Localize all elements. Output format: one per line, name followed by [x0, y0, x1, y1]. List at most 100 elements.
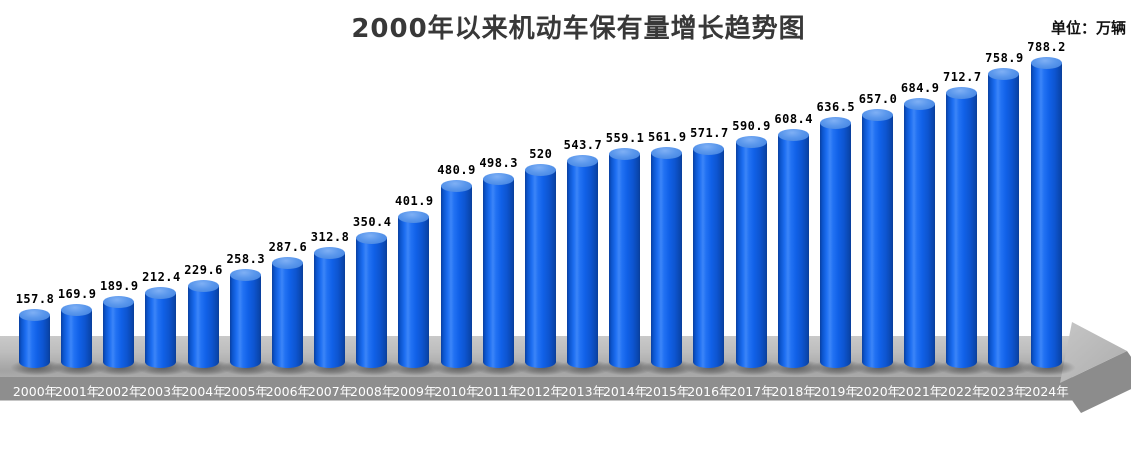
bar-2015 [651, 153, 683, 368]
value-label-2003: 212.4 [142, 270, 181, 284]
value-label-2021: 684.9 [900, 81, 940, 95]
x-tick-label-2021: 2021年 [897, 384, 943, 399]
x-tick-label-2012: 2012年 [518, 384, 563, 399]
bar-top-ellipse [819, 117, 851, 129]
bar-top-ellipse [904, 98, 936, 110]
bar-top-ellipse [777, 129, 809, 141]
bar-2007 [314, 253, 346, 368]
bar-top-ellipse [482, 173, 514, 185]
x-tick-label-2019: 2019年 [813, 384, 858, 399]
bar-top-ellipse [398, 211, 430, 223]
x-tick-label-2016: 2016年 [687, 384, 732, 399]
x-tick-label-2006: 2006年 [265, 384, 311, 399]
x-tick-label-2018: 2018年 [771, 384, 816, 399]
value-label-2009: 401.9 [395, 194, 434, 208]
value-label-2007: 312.8 [310, 230, 350, 244]
x-tick-label-2017: 2017年 [729, 384, 774, 399]
value-label-2013: 543.7 [563, 138, 603, 152]
bar-2008 [356, 238, 388, 368]
bar-top-ellipse [946, 87, 978, 99]
value-label-2002: 189.9 [99, 279, 139, 293]
value-label-2023: 758.9 [985, 51, 1024, 65]
bar-top-ellipse [187, 280, 219, 292]
value-label-2015: 561.9 [647, 130, 687, 144]
bar-top-ellipse [61, 304, 93, 316]
bar-2024 [1030, 63, 1062, 368]
bar-top-ellipse [566, 155, 598, 167]
x-tick-label-2008: 2008年 [350, 384, 395, 399]
value-label-2008: 350.4 [352, 215, 392, 229]
value-label-2016: 571.7 [690, 126, 729, 140]
x-tick-label-2023: 2023年 [982, 384, 1027, 399]
x-tick-label-2011: 2011年 [476, 384, 521, 399]
bar-top-ellipse [988, 68, 1020, 80]
bar-2021 [904, 104, 936, 368]
x-tick-label-2014: 2014年 [602, 384, 648, 399]
bar-2011 [482, 179, 514, 368]
bar-top-ellipse [735, 136, 767, 148]
value-label-2012: 520 [529, 147, 553, 161]
bar-2010 [440, 186, 472, 368]
value-label-2011: 498.3 [479, 156, 518, 170]
bar-top-ellipse [440, 180, 472, 192]
bar-2023 [988, 74, 1020, 368]
bar-2016 [693, 149, 725, 368]
bar-2000 [19, 315, 50, 368]
bar-top-ellipse [19, 309, 50, 321]
value-label-2022: 712.7 [942, 70, 982, 84]
unit-label: 单位：万辆 [1050, 19, 1126, 37]
x-tick-label-2003: 2003年 [139, 384, 184, 399]
bar-top-ellipse [693, 143, 725, 155]
bar-top-ellipse [271, 257, 303, 269]
bar-2013 [566, 161, 598, 368]
value-label-2005: 258.3 [226, 252, 266, 266]
bar-top-ellipse [103, 296, 135, 308]
axis-shaft-front-face [0, 377, 1072, 401]
bar-top-ellipse [229, 269, 261, 281]
bar-2019 [819, 123, 851, 368]
bar-top-ellipse [651, 147, 683, 159]
x-tick-label-2015: 2015年 [645, 384, 690, 399]
bar-2003 [145, 293, 177, 368]
value-label-2017: 590.9 [732, 119, 771, 133]
bar-2020 [862, 115, 893, 368]
chart-title: 2000年以来机动车保有量增长趋势图 [351, 14, 806, 44]
bar-top-ellipse [356, 232, 388, 244]
value-label-2006: 287.6 [268, 240, 308, 254]
bar-2022 [946, 93, 978, 368]
value-label-2020: 657.0 [858, 92, 898, 106]
arrowhead-side-face [1060, 351, 1131, 413]
x-tick-label-2001: 2001年 [54, 384, 100, 399]
x-tick-label-2024: 2024年 [1024, 384, 1069, 399]
bar-2017 [735, 142, 767, 368]
value-label-2024: 788.2 [1027, 40, 1066, 54]
bar-top-ellipse [314, 247, 346, 259]
x-tick-label-2020: 2020年 [855, 384, 901, 399]
bar-top-ellipse [524, 164, 556, 176]
bar-top-ellipse [1030, 57, 1062, 69]
bar-2009 [398, 217, 430, 368]
arrowhead-top-face [1060, 322, 1127, 383]
x-tick-label-2009: 2009年 [392, 384, 437, 399]
x-tick-label-2004: 2004年 [181, 384, 226, 399]
x-tick-label-2010: 2010年 [434, 384, 479, 399]
bar-2005 [229, 275, 261, 368]
bar-2002 [103, 302, 135, 368]
x-tick-label-2022: 2022年 [940, 384, 985, 399]
bar-2014 [609, 154, 641, 368]
bar-top-ellipse [862, 109, 893, 121]
x-tick-label-2002: 2002年 [97, 384, 142, 399]
bar-top-ellipse [609, 148, 641, 160]
value-label-2004: 229.6 [184, 263, 223, 277]
bar-top-ellipse [145, 287, 177, 299]
bar-2001 [61, 310, 93, 368]
value-label-2019: 636.5 [816, 100, 856, 114]
bar-2004 [187, 286, 219, 368]
bar-2006 [271, 263, 303, 368]
bar-2012 [524, 170, 556, 368]
value-label-2001: 169.9 [57, 287, 97, 301]
value-label-2010: 480.9 [437, 163, 476, 177]
x-tick-label-2013: 2013年 [560, 384, 606, 399]
bar-2018 [777, 135, 809, 368]
